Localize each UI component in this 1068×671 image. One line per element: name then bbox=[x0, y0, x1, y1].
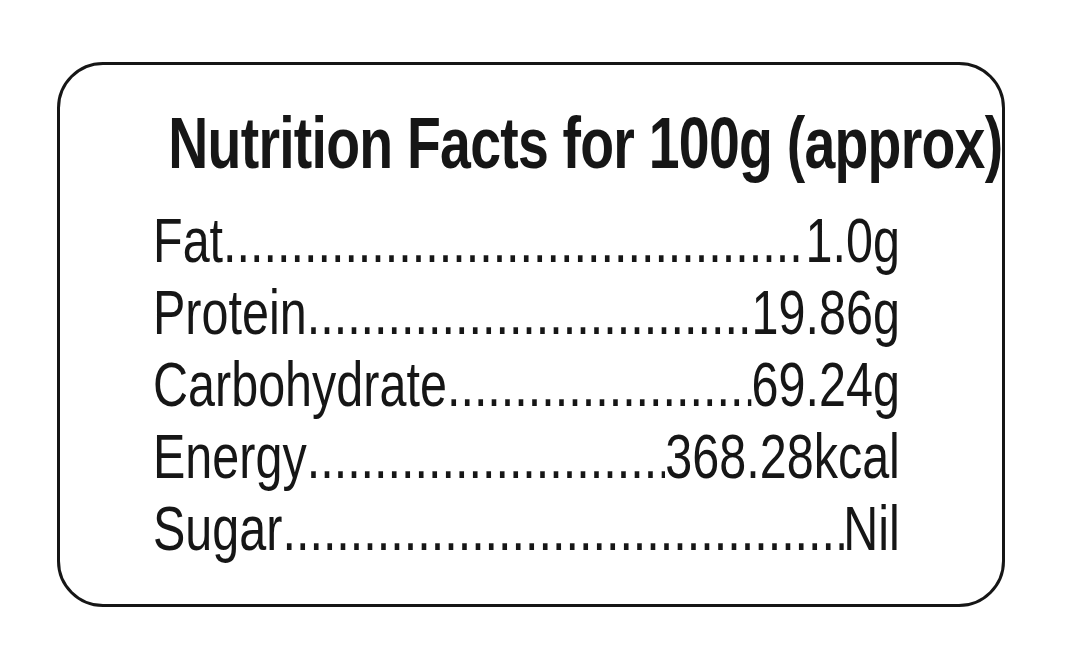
dot-leader bbox=[307, 420, 666, 492]
nutrition-row-sugar: Sugar Nil bbox=[153, 492, 900, 564]
nutrition-row-energy: Energy 368.28kcal bbox=[153, 420, 900, 492]
nutrient-value: 69.24g bbox=[752, 348, 900, 420]
dot-leader bbox=[447, 348, 752, 420]
nutrient-value: Nil bbox=[843, 492, 900, 564]
nutrition-row-carbohydrate: Carbohydrate 69.24g bbox=[153, 348, 900, 420]
nutrient-value: 19.86g bbox=[752, 276, 900, 348]
nutrition-label: Nutrition Facts for 100g (approx) Fat 1.… bbox=[57, 62, 1005, 607]
label-title: Nutrition Facts for 100g (approx) bbox=[168, 107, 893, 179]
nutrition-row-protein: Protein 19.86g bbox=[153, 276, 900, 348]
dot-leader bbox=[282, 492, 843, 564]
nutrient-value: 368.28kcal bbox=[665, 420, 900, 492]
nutrient-name: Sugar bbox=[153, 492, 282, 564]
dot-leader bbox=[223, 204, 805, 276]
nutrient-name: Protein bbox=[153, 276, 307, 348]
dot-leader bbox=[307, 276, 752, 348]
nutrient-name: Energy bbox=[153, 420, 307, 492]
nutrient-value: 1.0g bbox=[805, 204, 899, 276]
nutrition-rows: Fat 1.0g Protein 19.86g Carbohydrate 69.… bbox=[153, 204, 900, 564]
nutrient-name: Carbohydrate bbox=[153, 348, 447, 420]
page-background: Nutrition Facts for 100g (approx) Fat 1.… bbox=[0, 0, 1068, 671]
nutrition-row-fat: Fat 1.0g bbox=[153, 204, 900, 276]
nutrient-name: Fat bbox=[153, 204, 223, 276]
